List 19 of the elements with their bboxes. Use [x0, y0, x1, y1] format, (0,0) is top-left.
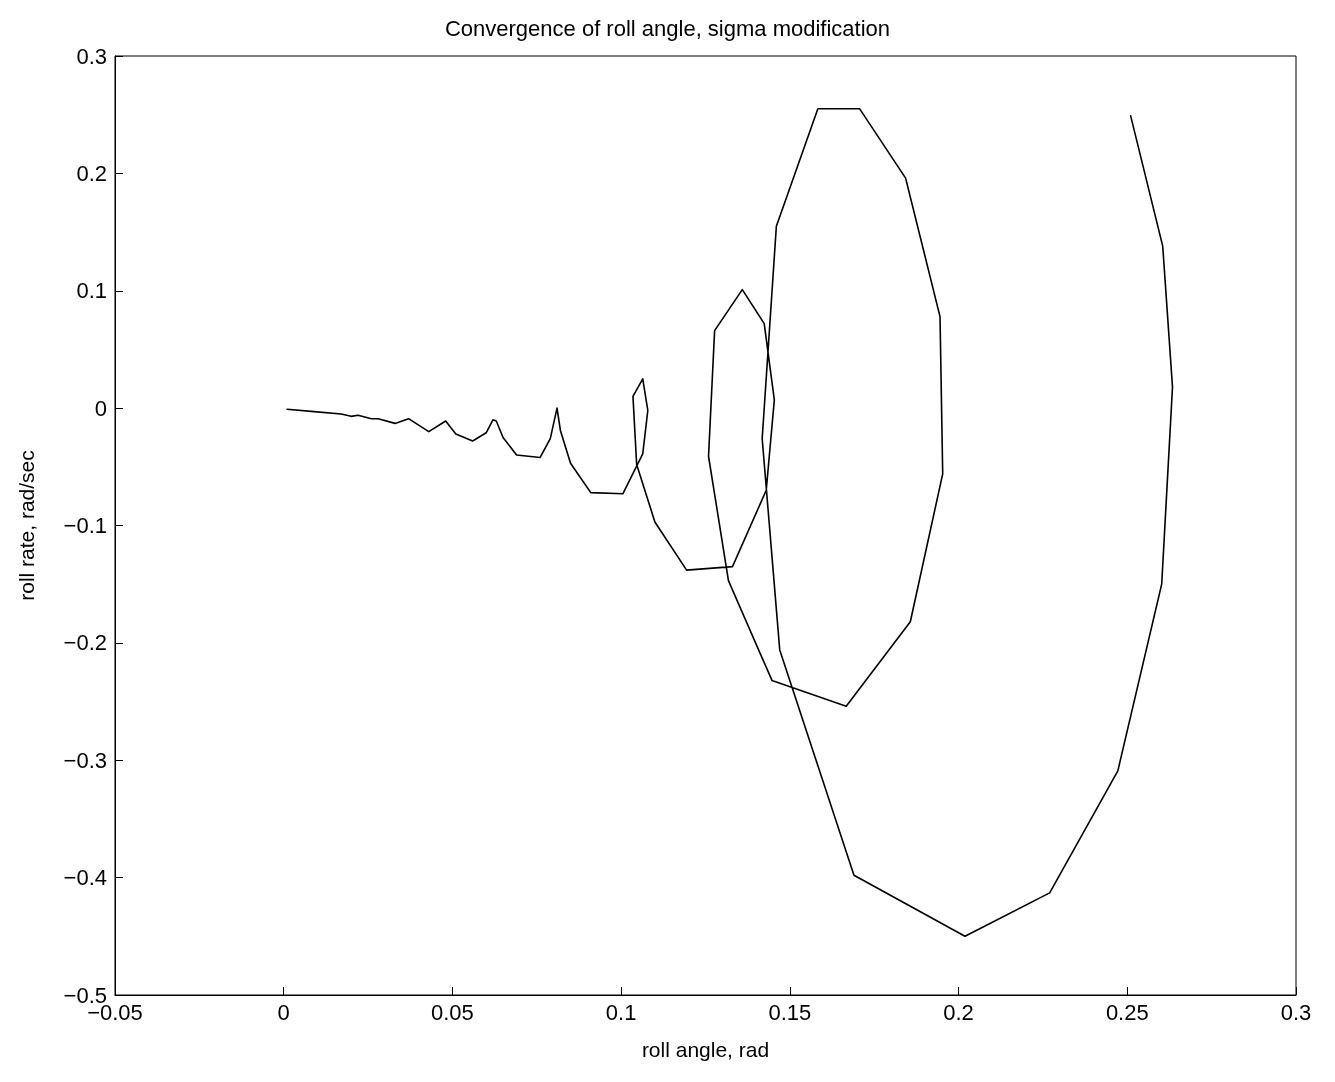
line-series — [286, 108, 1174, 938]
y-tick-label: 0.1 — [76, 278, 107, 304]
x-tick-label: 0.05 — [431, 999, 474, 1025]
x-tick-label: 0.2 — [943, 999, 974, 1025]
x-tick-label: 0.1 — [605, 999, 637, 1025]
y-tick-label: −0.3 — [63, 747, 107, 773]
x-axis-title: roll angle, rad — [641, 1038, 770, 1061]
y-tick-label: −0.2 — [63, 630, 107, 656]
y-tick-label: −0.1 — [63, 513, 107, 538]
y-tick-label: −0.4 — [63, 865, 107, 891]
x-tick-label: 0.25 — [1105, 999, 1149, 1025]
y-tick-label: 0.3 — [76, 43, 107, 69]
y-axis-title: roll rate, rad/sec — [15, 450, 38, 601]
y-tick-label: 0.2 — [76, 160, 107, 186]
x-tick-label: 0.15 — [768, 999, 812, 1025]
x-tick-label: 0.3 — [1280, 999, 1312, 1025]
y-tick-label: 0 — [94, 395, 107, 421]
x-tick-label: 0 — [277, 999, 290, 1025]
chart-title: Convergence of roll angle, sigma modification — [444, 15, 891, 41]
